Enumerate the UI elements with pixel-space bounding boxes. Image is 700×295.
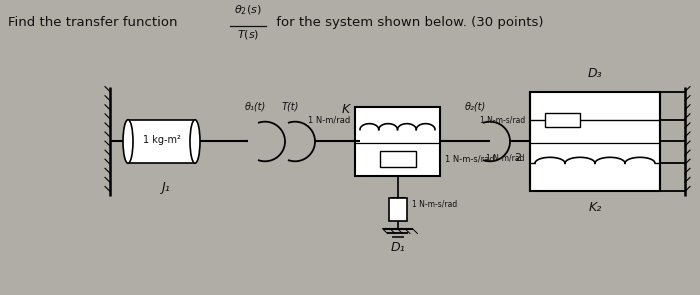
Text: D₃: D₃: [588, 67, 602, 80]
Text: 1 kg-m²: 1 kg-m²: [143, 135, 181, 145]
Text: $T(s)$: $T(s)$: [237, 27, 259, 41]
Text: $\theta_2(s)$: $\theta_2(s)$: [234, 3, 262, 17]
Bar: [530, 92, 660, 191]
Text: D₁: D₁: [390, 240, 405, 253]
Text: 1 N-m-s/rad: 1 N-m-s/rad: [412, 200, 456, 209]
Text: θ₁(t): θ₁(t): [244, 102, 265, 112]
Bar: [379, 151, 416, 167]
Text: for the system shown below. (30 points): for the system shown below. (30 points): [272, 16, 543, 29]
Text: K₂: K₂: [589, 201, 601, 214]
Bar: [545, 113, 580, 127]
Bar: [389, 198, 407, 221]
Text: Find the transfer function: Find the transfer function: [8, 16, 178, 29]
Text: 1 N-m/rad: 1 N-m/rad: [308, 116, 350, 125]
Text: J₁: J₁: [160, 181, 169, 194]
Text: 2: 2: [514, 153, 522, 163]
Bar: [128, 120, 195, 163]
Text: 1 N-m/rad: 1 N-m/rad: [486, 154, 525, 163]
Text: T(t): T(t): [281, 102, 299, 112]
Text: K: K: [342, 103, 350, 116]
Ellipse shape: [123, 120, 133, 163]
Text: 1 N-m-s/rad: 1 N-m-s/rad: [445, 155, 495, 164]
Text: θ₂(t): θ₂(t): [464, 102, 486, 112]
Bar: [355, 107, 440, 176]
Ellipse shape: [190, 120, 200, 163]
Text: 1 N-m-s/rad: 1 N-m-s/rad: [480, 115, 525, 124]
